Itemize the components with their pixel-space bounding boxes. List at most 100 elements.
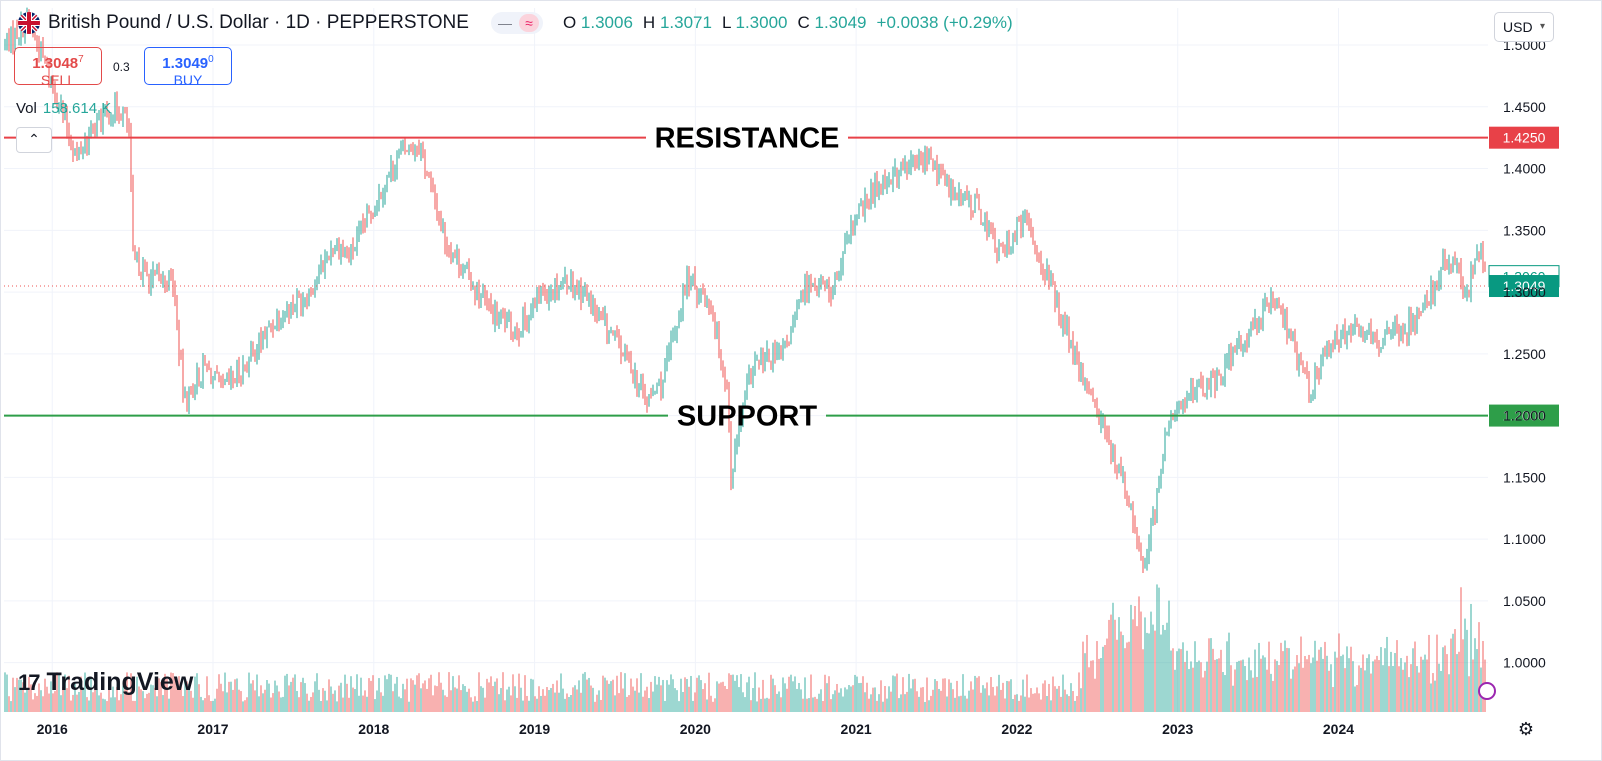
buy-button[interactable]: 1.30490 BUY — [144, 47, 232, 88]
volume-bar — [380, 692, 382, 712]
volume-bar — [698, 675, 700, 712]
volume-bar — [128, 692, 130, 712]
price-tick-label: 1.0500 — [1503, 593, 1546, 609]
volume-bar — [692, 700, 694, 712]
volume-bar — [188, 683, 190, 712]
volume-bar — [1052, 676, 1054, 712]
buy-price-sup: 0 — [208, 54, 214, 65]
volume-bar — [752, 688, 754, 712]
volume-bar — [790, 674, 792, 712]
volume-bar — [1078, 672, 1080, 712]
volume-bar — [446, 696, 448, 712]
sell-button[interactable]: 1.30487 SELL — [14, 47, 102, 88]
volume-bar — [1382, 665, 1384, 712]
volume-bar — [220, 683, 222, 712]
volume-bar — [1250, 670, 1252, 712]
volume-bar — [820, 689, 822, 712]
volume-bar — [1046, 696, 1048, 712]
volume-bar — [870, 694, 872, 712]
volume-bar — [746, 682, 748, 712]
volume-bar — [286, 673, 288, 712]
volume-bar — [1444, 645, 1446, 712]
volume-bar — [1380, 647, 1382, 712]
volume-bar — [126, 672, 128, 712]
time-axis[interactable]: 2016 2017 2018 2019 2020 2021 2022 2023 2024 — [37, 721, 1355, 737]
wave-icon[interactable]: ≈ — [518, 14, 539, 32]
dash-icon[interactable]: — — [497, 15, 512, 31]
volume-bar — [56, 672, 58, 712]
volume-bar — [786, 688, 788, 712]
volume-bar — [1074, 700, 1076, 712]
close-value: 1.3049 — [814, 13, 867, 32]
volume-bar — [1124, 648, 1126, 712]
volume-bar — [1008, 681, 1010, 712]
volume-bar — [966, 698, 968, 712]
currency-button[interactable]: USD ▾ — [1494, 12, 1554, 42]
volume-bar — [758, 687, 760, 712]
indicator-toggle-pill[interactable]: — ≈ — [490, 12, 543, 34]
volume-bar — [906, 691, 908, 712]
volume-bar — [1114, 619, 1116, 712]
volume-bar — [98, 695, 100, 712]
volume-bar — [986, 682, 988, 712]
volume-bar — [440, 682, 442, 712]
volume-bar — [1348, 658, 1350, 712]
volume-bar — [180, 682, 182, 712]
volume-bar — [854, 674, 856, 712]
high-label: H — [642, 13, 656, 32]
symbol-title[interactable]: British Pound / U.S. Dollar · 1D · PEPPE… — [48, 12, 469, 33]
volume-bar — [348, 697, 350, 712]
volume-bar — [208, 695, 210, 712]
volume-bar — [608, 683, 610, 712]
volume-bar — [818, 693, 820, 712]
volume-bar — [442, 689, 444, 712]
volume-bar — [770, 674, 772, 712]
volume-bar — [32, 699, 34, 712]
volume-bar — [222, 691, 224, 712]
volume-bar — [228, 681, 230, 712]
collapse-legend-button[interactable]: ⌃ — [16, 127, 52, 153]
volume-bar — [1288, 648, 1290, 712]
volume-bar — [1264, 657, 1266, 712]
volume-bar — [82, 687, 84, 712]
volume-bar — [1158, 587, 1160, 712]
volume-bar — [1148, 633, 1150, 712]
volume-bar — [1376, 655, 1378, 712]
volume-bar — [748, 676, 750, 712]
event-marker-icon[interactable] — [1478, 682, 1496, 700]
price-axis[interactable]: 1.50001.45001.40001.35001.30001.25001.20… — [1503, 37, 1546, 671]
volume-bar — [1060, 696, 1062, 712]
volume-bar — [1262, 655, 1264, 712]
volume-bar — [930, 695, 932, 712]
volume-bar — [472, 701, 474, 712]
tradingview-logo[interactable]: 17 TradingView — [18, 668, 193, 697]
volume-bar — [1438, 663, 1440, 712]
volume-bar — [1134, 606, 1136, 712]
volume-bar — [146, 693, 148, 712]
volume-bar — [626, 696, 628, 712]
volume-bar — [538, 686, 540, 712]
volume-bar — [418, 673, 420, 712]
volume-bar — [962, 674, 964, 712]
volume-bar — [956, 680, 958, 712]
volume-bar — [558, 692, 560, 712]
volume-bar — [1454, 629, 1456, 712]
volume-bar — [226, 692, 228, 712]
volume-bar — [768, 698, 770, 712]
volume-bar — [866, 682, 868, 712]
gear-icon[interactable]: ⚙ — [1517, 719, 1535, 739]
volume-bar — [524, 675, 526, 712]
volume-bar — [656, 684, 658, 712]
volume-bar — [282, 696, 284, 712]
volume-bar — [1022, 679, 1024, 712]
volume-bar — [1214, 659, 1216, 712]
volume-bar — [408, 701, 410, 712]
last-price-tag — [1489, 275, 1559, 298]
volume-bar — [1218, 658, 1220, 712]
volume-bar — [506, 689, 508, 712]
volume-bar — [480, 686, 482, 712]
volume-bar — [984, 688, 986, 712]
volume-bar — [344, 674, 346, 712]
volume-bar — [1416, 666, 1418, 712]
